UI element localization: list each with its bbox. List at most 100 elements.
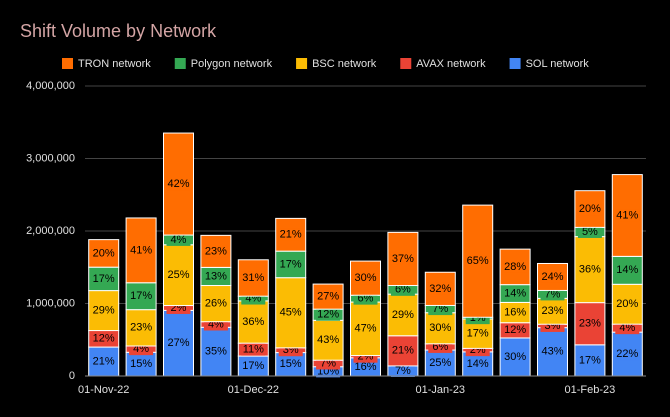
label-bg	[166, 233, 191, 246]
data-label: 28%	[504, 261, 526, 273]
label-bg	[241, 271, 266, 284]
data-label: 17%	[280, 258, 302, 270]
data-label: 23%	[541, 305, 563, 317]
data-label: 22%	[616, 348, 638, 360]
data-label: 17%	[242, 360, 264, 372]
data-label: 41%	[130, 244, 152, 256]
label-bg	[166, 337, 191, 350]
label-bg	[241, 360, 266, 373]
data-label: 14%	[504, 287, 526, 299]
label-bg	[615, 209, 640, 222]
data-label: 36%	[242, 316, 264, 328]
label-bg	[390, 308, 415, 321]
x-tick-label: 01-Feb-23	[565, 384, 616, 396]
label-bg	[540, 288, 565, 301]
label-bg	[91, 272, 116, 285]
legend-swatch	[400, 58, 412, 69]
data-label: 7%	[432, 303, 448, 315]
data-label: 41%	[616, 209, 638, 221]
label-bg	[390, 283, 415, 296]
label-bg	[166, 269, 191, 282]
data-label: 7%	[545, 288, 561, 300]
data-label: 29%	[392, 309, 414, 321]
data-label: 29%	[93, 304, 115, 316]
data-label: 20%	[93, 247, 115, 259]
data-label: 15%	[280, 358, 302, 370]
label-bg	[428, 357, 453, 370]
label-bg	[203, 297, 228, 310]
label-bg	[615, 264, 640, 277]
legend-label: TRON network	[78, 58, 151, 70]
y-tick-label: 3,000,000	[26, 152, 75, 164]
label-bg	[278, 258, 303, 271]
label-bg	[203, 345, 228, 358]
data-label: 12%	[317, 309, 339, 321]
label-bg	[577, 203, 602, 216]
data-label: 31%	[242, 272, 264, 284]
data-label: 26%	[205, 298, 227, 310]
label-bg	[91, 304, 116, 317]
y-tick-label: 1,000,000	[26, 297, 75, 309]
label-bg	[316, 308, 341, 321]
label-bg	[278, 228, 303, 241]
data-label: 65%	[467, 255, 489, 267]
data-label: 12%	[504, 324, 526, 336]
legend-swatch	[174, 58, 186, 69]
label-bg	[353, 272, 378, 285]
label-bg	[166, 178, 191, 191]
label-bg	[503, 350, 528, 363]
label-bg	[465, 255, 490, 268]
x-tick-label: 01-Jan-23	[416, 384, 466, 396]
label-bg	[203, 245, 228, 258]
data-label: 47%	[354, 323, 376, 335]
data-label: 23%	[579, 318, 601, 330]
data-label: 30%	[429, 322, 451, 334]
data-label: 14%	[467, 358, 489, 370]
data-label: 43%	[541, 346, 563, 358]
label-bg	[503, 306, 528, 319]
data-label: 32%	[429, 283, 451, 295]
data-label: 21%	[93, 355, 115, 367]
data-label: 15%	[130, 358, 152, 370]
label-bg	[577, 263, 602, 276]
legend-swatch	[296, 58, 308, 69]
legend-swatch	[509, 58, 521, 69]
data-label: 17%	[467, 328, 489, 340]
label-bg	[465, 357, 490, 370]
label-bg	[353, 322, 378, 335]
label-bg	[91, 332, 116, 345]
data-label: 5%	[582, 226, 598, 238]
data-label: 16%	[504, 306, 526, 318]
label-bg	[577, 354, 602, 367]
label-bg	[503, 287, 528, 300]
label-bg	[503, 324, 528, 337]
label-bg	[129, 358, 154, 371]
label-bg	[428, 303, 453, 316]
data-label: 37%	[392, 253, 414, 265]
label-bg	[540, 270, 565, 283]
label-bg	[540, 305, 565, 318]
data-label: 21%	[280, 229, 302, 241]
label-bg	[129, 321, 154, 334]
y-tick-label: 4,000,000	[26, 80, 75, 92]
label-bg	[540, 345, 565, 358]
y-tick-label: 0	[69, 370, 75, 382]
label-bg	[203, 270, 228, 283]
data-label: 45%	[280, 307, 302, 319]
data-label: 42%	[167, 178, 189, 190]
data-label: 16%	[354, 361, 376, 373]
data-label: 24%	[541, 271, 563, 283]
data-label: 25%	[429, 357, 451, 369]
data-label: 13%	[205, 270, 227, 282]
label-bg	[390, 252, 415, 265]
label-bg	[91, 355, 116, 368]
label-bg	[129, 290, 154, 303]
label-bg	[390, 344, 415, 357]
data-label: 11%	[243, 344, 264, 356]
data-label: 4%	[619, 322, 635, 334]
data-label: 14%	[616, 264, 638, 276]
data-label: 17%	[579, 354, 601, 366]
chart-title: Shift Volume by Network	[20, 21, 217, 41]
